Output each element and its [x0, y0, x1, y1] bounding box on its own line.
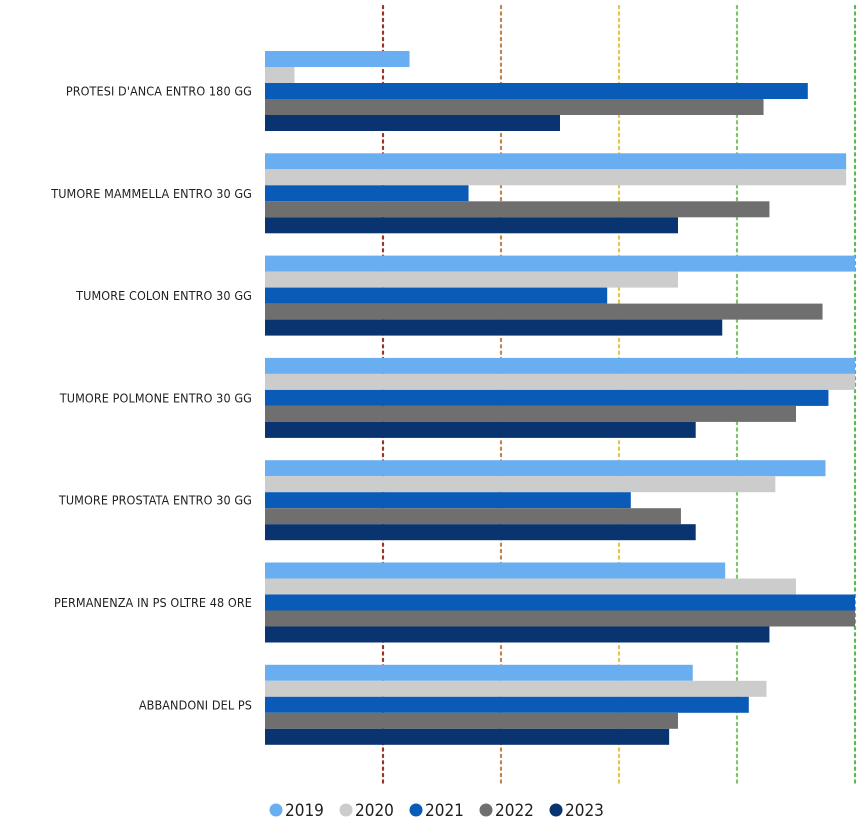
category-labels: PROTESI D'ANCA ENTRO 180 GG TUMORE MAMMEL…	[50, 84, 252, 713]
bar-group	[265, 255, 855, 336]
bar-2019	[265, 255, 855, 272]
bar-2021	[265, 492, 631, 509]
bar-2019	[265, 460, 826, 477]
legend-item-2022: 2022	[479, 801, 534, 821]
legend-item-2020: 2020	[339, 801, 394, 821]
bar-group	[265, 460, 826, 541]
bar-2020	[265, 578, 796, 595]
bar-2023	[265, 728, 670, 745]
legend-label: 2020	[355, 801, 394, 821]
bar-group	[265, 153, 847, 234]
bar-2023	[265, 626, 770, 643]
bars	[265, 51, 855, 745]
category-label: TUMORE MAMMELLA ENTRO 30 GG	[50, 186, 252, 201]
legend-item-2023: 2023	[549, 801, 604, 821]
category-label: ABBANDONI DEL PS	[139, 697, 252, 712]
category-label: TUMORE COLON ENTRO 30 GG	[75, 288, 252, 303]
bar-group	[265, 664, 767, 745]
bar-2023	[265, 524, 696, 541]
legend-marker-icon	[549, 803, 563, 817]
bar-group	[265, 51, 808, 131]
bar-2022	[265, 99, 764, 115]
legend: 2019 2020 2021 2022 2023	[269, 801, 604, 821]
legend-item-2021: 2021	[409, 801, 464, 821]
bar-2023	[265, 115, 560, 131]
bar-2021	[265, 287, 608, 304]
bar-group	[265, 357, 855, 438]
bar-2021	[265, 185, 469, 202]
bar-2022	[265, 508, 681, 525]
bar-group	[265, 562, 855, 643]
legend-label: 2023	[565, 801, 604, 821]
category-label: TUMORE PROSTATA ENTRO 30 GG	[58, 493, 252, 508]
bar-2020	[265, 680, 767, 697]
legend-label: 2022	[495, 801, 534, 821]
bar-2022	[265, 201, 770, 218]
bar-2020	[265, 67, 295, 83]
category-label: TUMORE POLMONE ENTRO 30 GG	[59, 390, 252, 405]
legend-label: 2019	[285, 801, 324, 821]
bar-2022	[265, 610, 855, 627]
bar-2019	[265, 562, 726, 579]
bar-2022	[265, 303, 823, 320]
bar-2021	[265, 389, 829, 406]
bar-2022	[265, 405, 796, 422]
bar-2023	[265, 319, 723, 336]
legend-label: 2021	[425, 801, 464, 821]
bar-2019	[265, 153, 847, 170]
bar-2020	[265, 169, 847, 186]
category-label: PERMANENZA IN PS OLTRE 48 ORE	[54, 595, 252, 610]
legend-marker-icon	[339, 803, 353, 817]
bar-2020	[265, 271, 678, 288]
legend-marker-icon	[479, 803, 493, 817]
bar-2019	[265, 51, 410, 67]
bar-2023	[265, 421, 696, 438]
legend-item-2019: 2019	[269, 801, 324, 821]
legend-marker-icon	[409, 803, 423, 817]
bar-2019	[265, 664, 693, 681]
bar-2023	[265, 217, 678, 234]
bar-2021	[265, 696, 749, 713]
legend-marker-icon	[269, 803, 283, 817]
bar-2022	[265, 712, 678, 729]
bar-2021	[265, 83, 808, 99]
bar-2020	[265, 476, 776, 493]
category-label: PROTESI D'ANCA ENTRO 180 GG	[66, 84, 252, 99]
bar-2020	[265, 373, 855, 390]
bar-2021	[265, 594, 855, 611]
bar-2019	[265, 357, 855, 374]
